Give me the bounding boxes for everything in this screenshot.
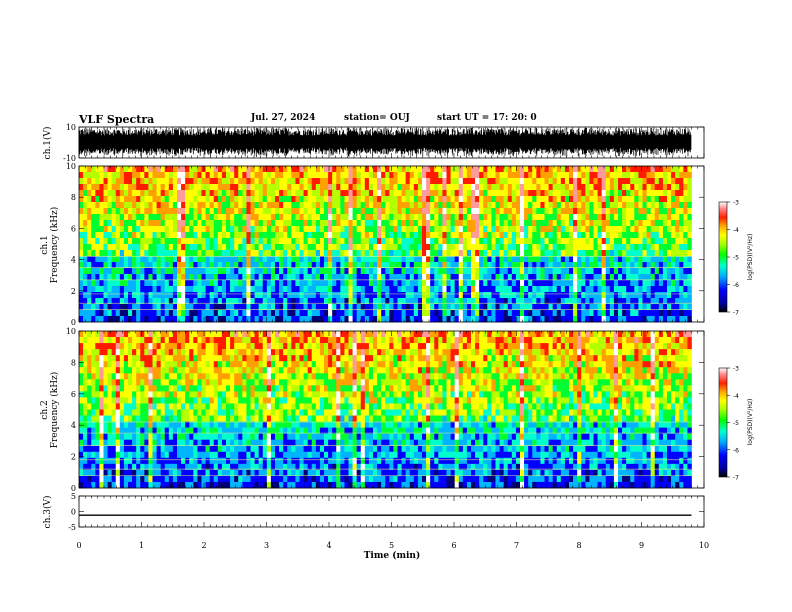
- y-tick-label: 0: [71, 508, 76, 517]
- colorbar-tick-label: -7: [733, 475, 739, 482]
- axis-ticks: 0 2 4 6 8 10: [66, 162, 705, 327]
- x-tick-label: 5: [389, 541, 394, 550]
- colorbar-tick-label: -7: [733, 310, 739, 317]
- y-tick-label: 2: [71, 453, 76, 462]
- time-xlabel: Time (min): [364, 550, 421, 561]
- colorbar-tick-label: -3: [733, 366, 739, 373]
- x-tick-label: 1: [139, 541, 144, 550]
- x-tick-label: 0: [76, 541, 81, 550]
- y-tick-label: 4: [71, 421, 76, 430]
- y-tick-label: 4: [71, 256, 76, 265]
- date-label: Jul. 27, 2024: [251, 113, 316, 123]
- axis-ticks: 0 2 4 6 8 10: [66, 327, 705, 493]
- axis-ticks: 5 0 -5: [68, 492, 705, 532]
- colorbar-tick-label: -5: [733, 420, 739, 427]
- y-tick-label: 8: [71, 193, 76, 202]
- x-tick-label: 8: [576, 541, 581, 550]
- ch1-waveform-trace: [78, 127, 692, 157]
- y-tick-label: -5: [68, 523, 76, 532]
- start-time-label: start UT = 17: 20: 0: [437, 113, 537, 123]
- colorbar-tick-label: -6: [733, 282, 739, 289]
- colorbar-tick-label: -4: [733, 393, 739, 400]
- colorbar-tick-label: -3: [733, 200, 739, 207]
- y-tick-label: 5: [71, 492, 76, 501]
- x-tick-label: 9: [639, 541, 644, 550]
- x-tick-label: 2: [201, 541, 206, 550]
- ch2-colorbar-label: log(PSD)(V²/Hz): [747, 399, 754, 446]
- spectrogram-cells: [79, 166, 692, 323]
- y-tick-label: 6: [71, 224, 76, 233]
- ch1-channel-label: ch.1: [40, 235, 50, 254]
- y-tick-label: -10: [63, 154, 76, 163]
- y-tick-label: 10: [66, 327, 76, 336]
- y-tick-label: 10: [66, 162, 76, 171]
- y-tick-label: 0: [71, 484, 76, 493]
- x-tick-label: 6: [451, 541, 456, 550]
- station-label: station= OUJ: [344, 113, 410, 123]
- spectrogram-cells: [79, 331, 692, 489]
- interference-lines: [79, 421, 692, 476]
- ch1-waveform-ylabel: ch.1(V): [42, 127, 53, 160]
- y-tick-label: 10: [66, 123, 76, 132]
- ch1-frequency-ylabel: Frequency (kHz): [49, 207, 60, 284]
- ch1-waveform-panel: 10 -10: [63, 123, 705, 163]
- y-tick-label: 6: [71, 390, 76, 399]
- x-tick-label: 7: [514, 541, 519, 550]
- ch2-spectrogram-panel: 0 2 4 6 8 10: [66, 327, 705, 493]
- x-tick-label: 3: [264, 541, 269, 550]
- ch1-colorbar: -3 -4 -5 -6 -7 log(PSD)(V²/Hz): [718, 200, 754, 317]
- ch3-waveform-ylabel: ch.3(V): [42, 496, 53, 529]
- colorbar-tick-label: -6: [733, 447, 739, 454]
- y-tick-label: 2: [71, 287, 76, 296]
- colorbar-tick-label: -4: [733, 227, 739, 234]
- x-tick-label: 4: [326, 541, 331, 550]
- ch2-channel-label: ch.2: [40, 400, 50, 419]
- ch2-colorbar: -3 -4 -5 -6 -7 log(PSD)(V²/Hz): [718, 366, 754, 482]
- interference-lines: [79, 256, 692, 310]
- x-tick-label: 10: [699, 541, 709, 550]
- y-tick-label: 8: [71, 358, 76, 367]
- axis-ticks: 10 -10: [63, 123, 705, 163]
- colorbar-tick-label: -5: [733, 255, 739, 262]
- ch1-spectrogram-panel: 0 2 4 6 8 10: [66, 162, 705, 327]
- chart-title: VLF Spectra: [79, 113, 155, 126]
- ch2-frequency-ylabel: Frequency (kHz): [49, 372, 60, 449]
- y-tick-label: 0: [71, 318, 76, 327]
- ch1-colorbar-label: log(PSD)(V²/Hz): [747, 234, 754, 281]
- ch3-waveform-panel: 50-50 1 2 3 4 5 6 7 8 9 10: [68, 492, 709, 550]
